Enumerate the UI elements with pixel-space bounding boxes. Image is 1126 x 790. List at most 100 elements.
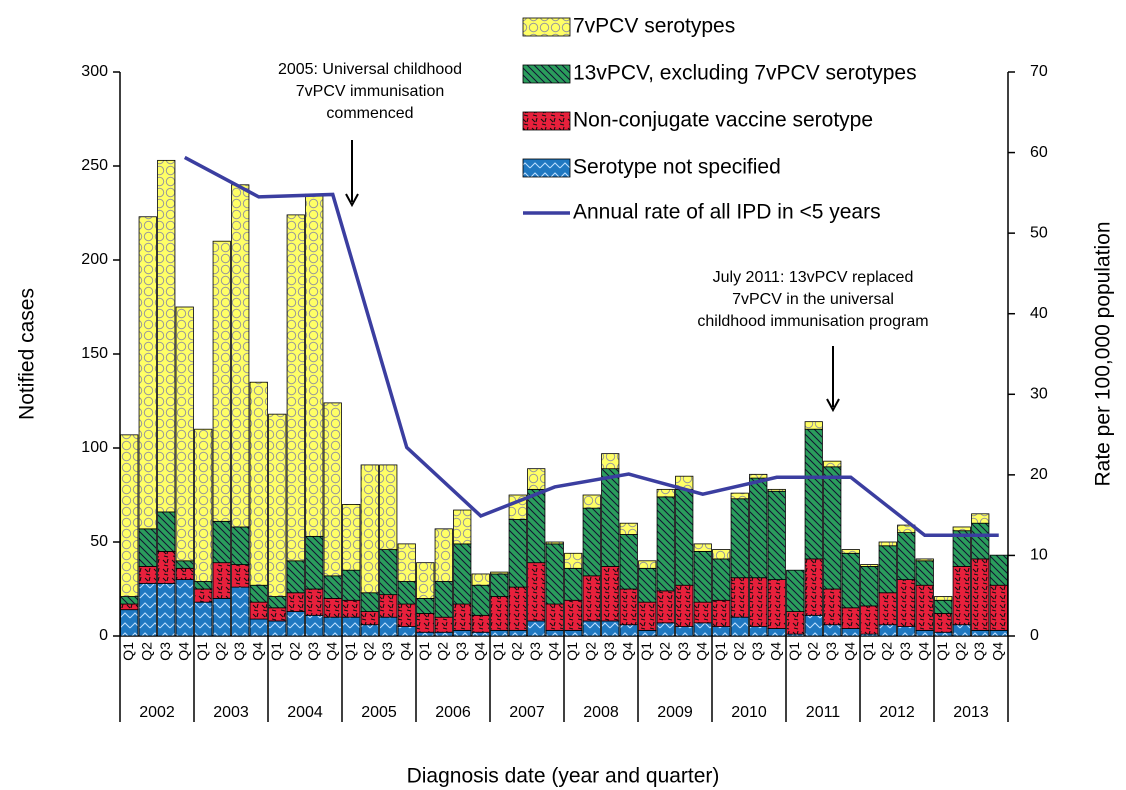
bar-segment bbox=[490, 573, 509, 597]
x-tick-label: Q4 bbox=[249, 642, 265, 661]
x-tick-label: Q1 bbox=[934, 642, 950, 661]
annotation-arrowhead bbox=[826, 398, 840, 413]
x-tick-label: Q2 bbox=[878, 642, 894, 661]
bar-segment bbox=[841, 552, 860, 609]
bar-segment bbox=[712, 549, 731, 560]
bar-segment bbox=[915, 629, 934, 637]
bar-segment bbox=[619, 588, 638, 626]
bar-segment bbox=[897, 626, 916, 637]
bar-segment bbox=[656, 622, 675, 637]
y2-tick-label: 60 bbox=[1030, 144, 1048, 161]
bar-segment bbox=[471, 631, 490, 637]
x-tick-label: Q3 bbox=[971, 642, 987, 661]
bar-segment bbox=[212, 240, 231, 522]
bar-segment bbox=[675, 626, 694, 637]
annotation: 7vPCV immunisation bbox=[296, 83, 445, 100]
bar-segment bbox=[564, 599, 583, 631]
year-label: 2007 bbox=[509, 704, 545, 721]
bar-segment bbox=[379, 549, 398, 596]
bar-segment bbox=[804, 428, 823, 560]
year-label: 2009 bbox=[657, 704, 693, 721]
legend-swatch bbox=[522, 64, 571, 84]
bar-segment bbox=[268, 413, 287, 597]
bar-segment bbox=[268, 620, 287, 637]
bar-segment bbox=[545, 629, 564, 637]
bar-segment bbox=[823, 624, 842, 637]
bar-segment bbox=[397, 626, 416, 637]
bar-segment bbox=[175, 560, 194, 569]
bar-segment bbox=[120, 609, 139, 637]
bar-segment bbox=[231, 526, 250, 565]
x-tick-label: Q4 bbox=[619, 642, 635, 661]
x-tick-label: Q3 bbox=[157, 642, 173, 661]
legend-label: Serotype not specified bbox=[573, 156, 781, 179]
bar-segment bbox=[508, 629, 527, 637]
bar-segment bbox=[453, 629, 472, 637]
bar-segment bbox=[527, 562, 546, 622]
bar-segment bbox=[453, 603, 472, 631]
bar-segment bbox=[730, 577, 749, 618]
bar-segment bbox=[397, 581, 416, 605]
bar-segment bbox=[952, 624, 971, 637]
bar-segment bbox=[804, 614, 823, 637]
x-tick-label: Q1 bbox=[268, 642, 284, 661]
bar-segment bbox=[305, 588, 324, 616]
bar-segment bbox=[823, 588, 842, 626]
x-axis-label: Diagnosis date (year and quarter) bbox=[407, 765, 720, 788]
bar-segment bbox=[823, 466, 842, 590]
bar-segment bbox=[675, 584, 694, 627]
x-tick-label: Q2 bbox=[952, 642, 968, 661]
bar-segment bbox=[656, 590, 675, 624]
x-tick-label: Q1 bbox=[120, 642, 136, 661]
bar-segment bbox=[934, 596, 953, 601]
y2-tick-label: 30 bbox=[1030, 386, 1048, 403]
y-tick-label: 250 bbox=[81, 157, 108, 174]
bar-segment bbox=[971, 558, 990, 631]
y-tick-label: 50 bbox=[90, 533, 108, 550]
legend-label: Non-conjugate vaccine serotype bbox=[573, 109, 873, 132]
bar-segment bbox=[878, 592, 897, 626]
legend-label: Annual rate of all IPD in <5 years bbox=[573, 201, 881, 224]
bar-segment bbox=[638, 560, 657, 569]
x-tick-label: Q3 bbox=[897, 642, 913, 661]
x-tick-label: Q1 bbox=[860, 642, 876, 661]
y2-tick-label: 10 bbox=[1030, 547, 1048, 564]
annotation: July 2011: 13vPCV replaced bbox=[713, 269, 914, 286]
bar-segment bbox=[767, 488, 786, 492]
bar-segment bbox=[175, 306, 194, 562]
annotation: 7vPCV in the universal bbox=[732, 291, 894, 308]
bar-segment bbox=[786, 569, 805, 612]
bar-segment bbox=[194, 581, 213, 590]
bar-segment bbox=[305, 535, 324, 590]
x-tick-label: Q3 bbox=[453, 642, 469, 661]
bar-segment bbox=[601, 468, 620, 567]
year-label: 2003 bbox=[213, 704, 249, 721]
bar-segment bbox=[212, 562, 231, 599]
bar-segment bbox=[730, 498, 749, 579]
bar-segment bbox=[730, 616, 749, 637]
x-tick-label: Q2 bbox=[804, 642, 820, 661]
bar-segment bbox=[841, 549, 860, 554]
x-tick-label: Q4 bbox=[545, 642, 561, 661]
y2-tick-label: 50 bbox=[1030, 224, 1048, 241]
x-tick-label: Q1 bbox=[638, 642, 654, 661]
year-label: 2008 bbox=[583, 704, 619, 721]
bar-segment bbox=[194, 588, 213, 603]
bar-segment bbox=[434, 581, 453, 618]
x-tick-label: Q2 bbox=[286, 642, 302, 661]
bar-segment bbox=[194, 601, 213, 637]
bar-segment bbox=[323, 575, 342, 599]
bar-segment bbox=[397, 543, 416, 582]
bar-segment bbox=[749, 626, 768, 637]
bar-segment bbox=[601, 453, 620, 470]
bar-segment bbox=[508, 586, 527, 631]
bar-segment bbox=[712, 599, 731, 628]
bar-segment bbox=[416, 562, 435, 599]
bar-segment bbox=[471, 614, 490, 633]
bar-segment bbox=[934, 613, 953, 633]
annotation-arrowhead bbox=[345, 193, 359, 208]
x-tick-label: Q1 bbox=[786, 642, 802, 661]
x-tick-label: Q4 bbox=[767, 642, 783, 661]
bar-segment bbox=[471, 584, 490, 616]
bar-segment bbox=[342, 569, 361, 601]
